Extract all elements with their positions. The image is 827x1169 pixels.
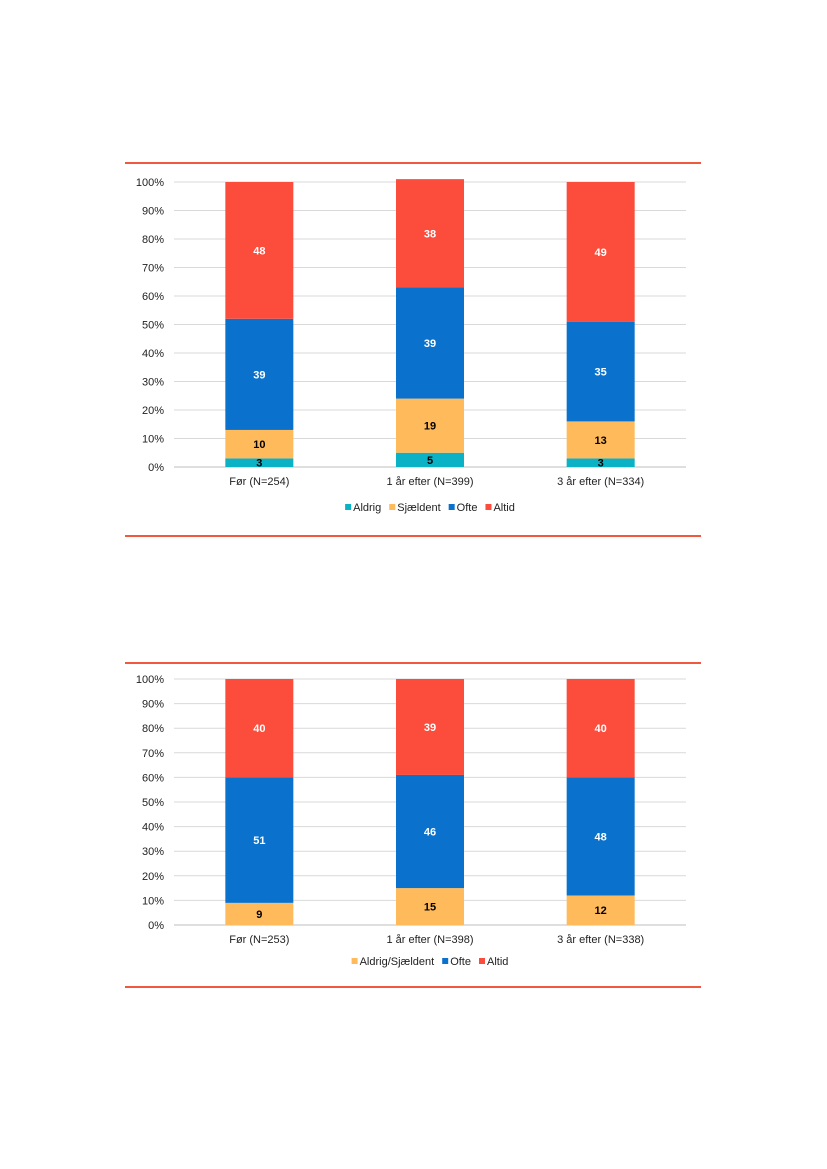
chart-1-bar-ofte (566, 321, 635, 422)
chart-1: 0% 10% 20% 30% 40% 50% 60% 70% 80% 90% 100% 3 10 39 48… (125, 162, 701, 537)
chart-1-y-tick-label: 40% (142, 348, 164, 360)
chart-1-data-label: 19 (424, 421, 436, 433)
chart-2-y-tick-label: 20% (142, 871, 164, 883)
chart-1-bar-aldrig (566, 458, 635, 467)
chart-2: 0% 10% 20% 30% 40% 50% 60% 70% 80% 90% 100% 9 51 40 Fø… (125, 662, 701, 988)
chart-1-data-label: 35 (595, 367, 607, 379)
chart-1-legend-swatch (485, 504, 492, 510)
chart-2-y-tick-label: 0% (148, 920, 164, 932)
chart-1-y-tick-label: 20% (142, 405, 164, 417)
chart-1-data-label: 39 (424, 338, 436, 350)
chart-1-y-tick-label: 60% (142, 291, 164, 303)
chart-1-legend-label: Aldrig (353, 502, 381, 514)
chart-2-y-tick-label: 70% (142, 748, 164, 760)
chart-1-data-label: 3 (598, 458, 604, 470)
chart-1-data-label: 49 (595, 247, 607, 259)
chart-1-bar-ofte (396, 287, 464, 399)
chart-2-y-tick-label: 60% (142, 772, 164, 784)
chart-1-x-tick-label: Før (N=254) (229, 476, 289, 488)
chart-2-bottom-rule (125, 986, 701, 988)
chart-1-bar-sj-ldent (225, 429, 294, 459)
chart-1-data-label: 13 (595, 435, 607, 447)
chart-2-bar-ofte (225, 777, 294, 903)
chart-1-bottom-rule (125, 535, 701, 537)
chart-1-data-label: 38 (424, 228, 436, 240)
chart-1-bar-altid (566, 182, 635, 322)
chart-2-bar-ofte (566, 777, 635, 896)
chart-1-legend-label: Sjældent (397, 502, 440, 514)
chart-2-data-label: 9 (256, 909, 262, 921)
chart-2-y-tick-label: 50% (142, 797, 164, 809)
chart-2-data-label: 46 (424, 827, 436, 839)
chart-1-bar-altid (396, 179, 464, 288)
chart-1-y-tick-label: 100% (136, 177, 164, 189)
chart-2-bar-aldrig-sj-ldent (566, 895, 635, 925)
chart-2-y-tick-label: 40% (142, 822, 164, 834)
chart-1-data-label: 3 (256, 458, 262, 470)
chart-2-y-tick-label: 80% (142, 723, 164, 735)
chart-1-x-tick-label: 1 år efter (N=399) (386, 476, 473, 488)
chart-1-y-tick-label: 10% (142, 434, 164, 446)
chart-2-data-label: 51 (253, 835, 265, 847)
chart-2-y-tick-label: 90% (142, 699, 164, 711)
chart-1-bar-sj-ldent (396, 398, 464, 453)
chart-2-bar-altid (225, 679, 294, 778)
chart-1-data-label: 10 (253, 439, 265, 451)
chart-1-legend-swatch (389, 504, 396, 510)
chart-2-data-label: 40 (253, 723, 265, 735)
chart-2-y-tick-label: 30% (142, 846, 164, 858)
chart-1-y-tick-label: 0% (148, 462, 164, 474)
chart-2-legend-swatch (442, 958, 449, 964)
chart-2-data-label: 12 (595, 905, 607, 917)
chart-2-legend-swatch (478, 958, 485, 964)
chart-1-legend-swatch (345, 504, 352, 510)
chart-1-y-tick-label: 50% (142, 320, 164, 332)
chart-2-y-tick-label: 100% (136, 674, 164, 686)
chart-1-bar-sj-ldent (566, 421, 635, 459)
chart-1-y-tick-label: 80% (142, 234, 164, 246)
chart-1-y-tick-label: 90% (142, 206, 164, 218)
chart-1-bar-ofte (225, 318, 294, 430)
chart-2-bar-altid (396, 679, 464, 775)
chart-2-legend-label: Aldrig/Sjældent (360, 956, 435, 968)
chart-1-data-label: 48 (253, 245, 265, 257)
chart-2-bar-aldrig-sj-ldent (225, 902, 294, 925)
chart-2-legend-swatch (351, 958, 358, 964)
chart-2-x-tick-label: Før (N=253) (229, 934, 289, 946)
chart-1-svg: 0% 10% 20% 30% 40% 50% 60% 70% 80% 90% 100% 3 10 39 48… (136, 177, 686, 514)
chart-1-legend-label: Altid (493, 502, 514, 514)
chart-2-legend-label: Ofte (450, 956, 471, 968)
chart-1-y-tick-label: 70% (142, 263, 164, 275)
chart-2-bar-altid (566, 679, 635, 778)
chart-1-legend-label: Ofte (457, 502, 478, 514)
chart-1-data-label: 39 (253, 369, 265, 381)
chart-2-x-tick-label: 3 år efter (N=338) (557, 934, 644, 946)
chart-1-y-tick-label: 30% (142, 377, 164, 389)
chart-1-bar-aldrig (396, 452, 464, 467)
chart-1-legend: Aldrig Sjældent Ofte Altid (345, 502, 515, 514)
chart-1-top-rule (125, 162, 701, 164)
chart-1-bar-altid (225, 182, 294, 319)
chart-2-y-tick-label: 10% (142, 895, 164, 907)
chart-2-svg: 0% 10% 20% 30% 40% 50% 60% 70% 80% 90% 100% 9 51 40 Fø… (136, 674, 686, 968)
chart-2-x-tick-label: 1 år efter (N=398) (386, 934, 473, 946)
chart-2-data-label: 39 (424, 722, 436, 734)
chart-2-data-label: 48 (595, 831, 607, 843)
chart-1-x-tick-label: 3 år efter (N=334) (557, 476, 644, 488)
chart-1-data-label: 5 (427, 455, 433, 467)
chart-2-bar-ofte (396, 774, 464, 889)
chart-1-bar-aldrig (225, 458, 294, 467)
chart-1-legend-swatch (448, 504, 455, 510)
chart-2-data-label: 40 (595, 723, 607, 735)
chart-2-top-rule (125, 662, 701, 664)
chart-2-data-label: 15 (424, 902, 436, 914)
chart-2-legend: Aldrig/Sjældent Ofte Altid (351, 956, 508, 968)
chart-2-legend-label: Altid (487, 956, 508, 968)
chart-2-bar-aldrig-sj-ldent (396, 888, 464, 925)
